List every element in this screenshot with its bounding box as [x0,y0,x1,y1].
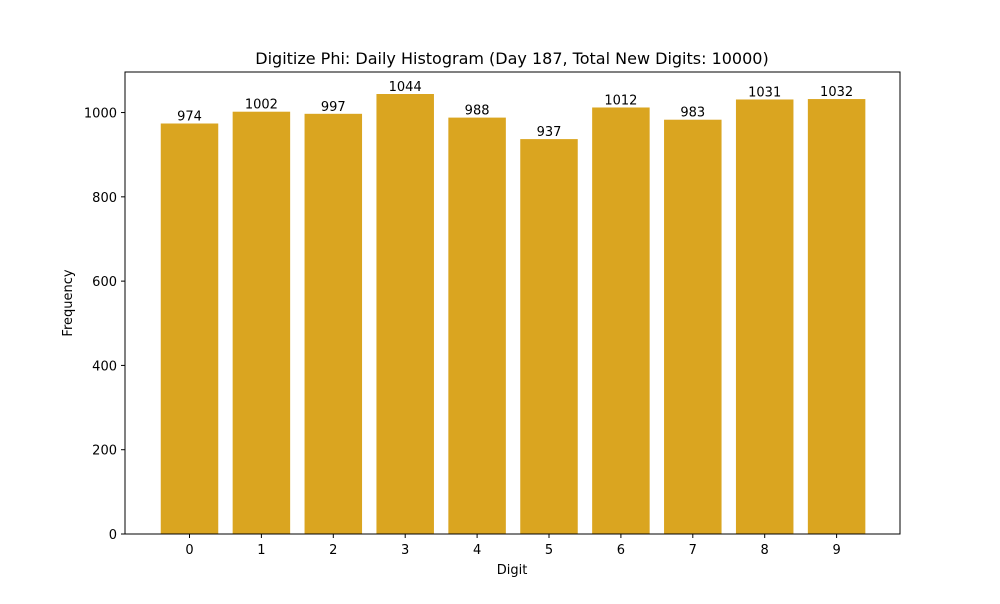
bar-value-label: 937 [537,125,562,140]
x-tick-label: 0 [185,543,193,558]
y-axis-label: Frequency [61,269,76,336]
x-tick-label: 6 [617,543,625,558]
x-axis: 0 1 2 3 4 5 6 7 8 9 [185,534,841,558]
y-tick-label: 0 [109,528,117,543]
plot-frame [124,71,901,535]
bar-value-label: 974 [177,110,202,125]
x-tick-label: 2 [329,543,337,558]
chart-title: Digitize Phi: Daily Histogram (Day 187, … [255,49,768,68]
x-tick-label: 7 [689,543,697,558]
bar-digit-2 [304,113,363,535]
bar-value-label: 1031 [748,85,781,100]
y-axis: 0 200 400 600 800 1000 [84,107,125,543]
bar-value-label: 1032 [820,85,853,100]
x-tick-label: 3 [401,543,409,558]
bar-digit-6 [592,107,650,535]
x-tick-label: 5 [545,543,553,558]
bar-value-labels: 974 1002 997 1044 988 937 1012 983 1031 1032 [177,80,853,140]
bar-digit-8 [735,99,794,534]
bar-digit-3 [376,94,434,534]
bar-digit-5 [520,139,578,535]
bar-digit-7 [664,119,722,535]
x-tick-label: 4 [473,543,481,558]
bar-digit-4 [448,117,506,534]
bar-value-label: 983 [680,106,705,121]
bar-value-label: 997 [321,100,346,115]
bar-digit-9 [807,99,866,535]
bar-value-label: 1012 [604,93,637,108]
bar-value-label: 988 [465,104,490,119]
y-tick-label: 600 [92,275,117,290]
x-axis-label: Digit [497,563,528,578]
bar-digit-1 [232,111,291,535]
y-tick-label: 1000 [84,107,117,122]
bar-value-label: 1044 [389,80,422,95]
x-tick-label: 8 [761,543,769,558]
bar-digit-0 [160,123,219,534]
y-tick-label: 200 [92,444,117,459]
bars-group [160,94,866,535]
bar-value-label: 1002 [245,98,278,113]
x-tick-label: 1 [257,543,265,558]
x-tick-label: 9 [832,543,840,558]
y-tick-label: 800 [92,191,117,206]
y-tick-label: 400 [92,359,117,374]
